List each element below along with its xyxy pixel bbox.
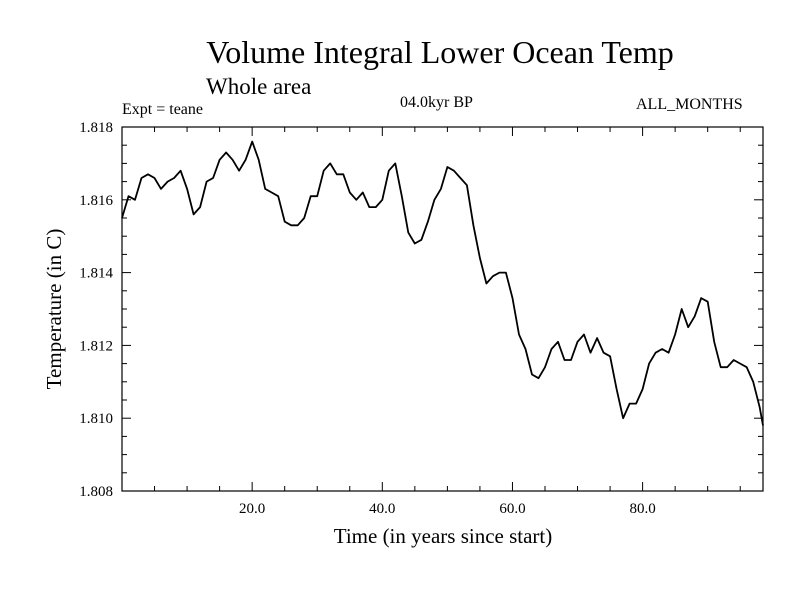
y-tick-label: 1.816 [79,193,113,209]
y-axis-label: Temperature (in C) [42,229,66,390]
x-tick-label: 40.0 [369,501,395,517]
series-line [121,140,764,426]
x-tick-label: 60.0 [499,501,525,517]
months-label: ALL_MONTHS [636,96,743,113]
y-tick-label: 1.812 [79,338,113,354]
series-group [121,140,764,426]
x-tick-label: 80.0 [629,501,655,517]
chart-title: Volume Integral Lower Ocean Temp [206,34,674,70]
y-tick-label: 1.814 [79,266,113,282]
y-tick-label: 1.810 [79,411,113,427]
plot-frame [121,126,764,492]
x-axis-label: Time (in years since start) [334,524,553,548]
experiment-label: Expt = teane [122,101,203,118]
chart-subtitle: Whole area [206,74,312,99]
x-tick-label: 20.0 [239,501,265,517]
tick-labels: 20.0 40.0 60.0 80.0 1.808 1.810 1.812 1.814 1.81… [79,120,655,517]
y-tick-label: 1.818 [79,120,113,136]
period-label: 04.0kyr BP [400,94,473,111]
y-tick-label: 1.808 [79,484,113,500]
